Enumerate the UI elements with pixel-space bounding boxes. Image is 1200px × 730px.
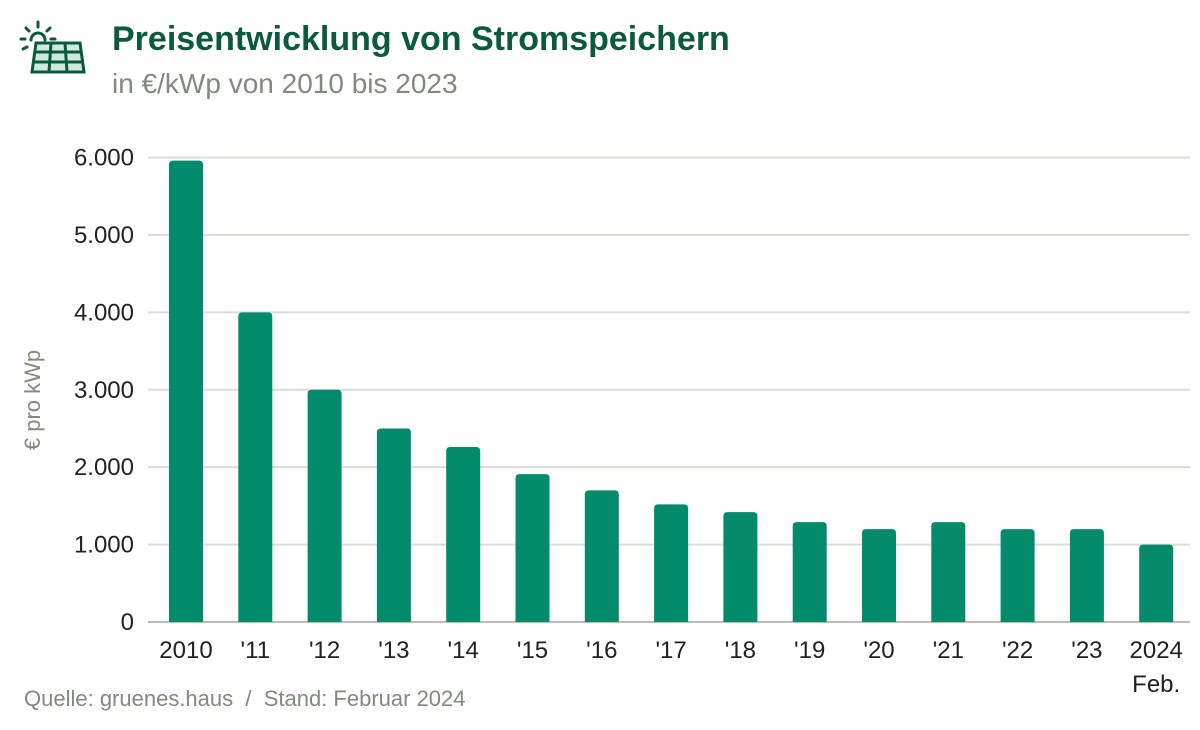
bar-13 <box>376 428 411 622</box>
bar-12 <box>307 389 342 622</box>
x-tick-label: 2024 <box>1130 637 1183 664</box>
x-tick-label: 2010 <box>159 637 212 664</box>
y-tick-label: 2.000 <box>74 454 134 481</box>
x-tick-label: '18 <box>725 637 756 664</box>
bar-18 <box>723 512 758 622</box>
x-tick-label: '20 <box>863 637 894 664</box>
x-tick-label: '16 <box>586 637 617 664</box>
x-tick-sublabel: Feb. <box>1132 671 1180 698</box>
y-tick-label: 4.000 <box>74 299 134 326</box>
bar-19 <box>792 522 827 622</box>
y-tick-label: 3.000 <box>74 377 134 404</box>
x-tick-label: '22 <box>1002 637 1033 664</box>
solar-panel-icon <box>18 18 90 83</box>
x-tick-label: '14 <box>448 637 479 664</box>
x-tick-label: '11 <box>241 637 271 664</box>
bar-17 <box>654 504 689 622</box>
x-tick-label: '12 <box>309 637 340 664</box>
y-tick-label: 0 <box>121 609 134 636</box>
bar-20 <box>862 529 896 622</box>
chart-title: Preisentwicklung von Stromspeichern <box>112 20 730 58</box>
bar-15 <box>515 474 550 622</box>
x-tick-label: '17 <box>655 637 686 664</box>
bar-22 <box>1000 529 1035 622</box>
y-tick-label: 5.000 <box>74 222 134 249</box>
x-tick-label: '15 <box>517 637 548 664</box>
y-axis-label: € pro kWp <box>20 350 45 450</box>
y-tick-label: 6.000 <box>74 145 134 172</box>
bar-21 <box>931 522 966 622</box>
chart-subtitle: in €/kWp von 2010 bis 2023 <box>112 68 458 99</box>
bar-14 <box>446 447 481 622</box>
bar-2024 <box>1139 544 1174 622</box>
bar-16 <box>584 490 619 622</box>
bar-23 <box>1069 529 1104 622</box>
x-tick-label: '13 <box>378 637 409 664</box>
source-note: Quelle: gruenes.haus / Stand: Februar 20… <box>24 686 466 711</box>
x-tick-label: '19 <box>794 637 825 664</box>
bar-11 <box>238 312 273 622</box>
x-tick-label: '23 <box>1071 637 1102 664</box>
y-tick-label: 1.000 <box>74 532 134 559</box>
bar-2010 <box>169 160 203 622</box>
x-tick-label: '21 <box>933 637 964 664</box>
